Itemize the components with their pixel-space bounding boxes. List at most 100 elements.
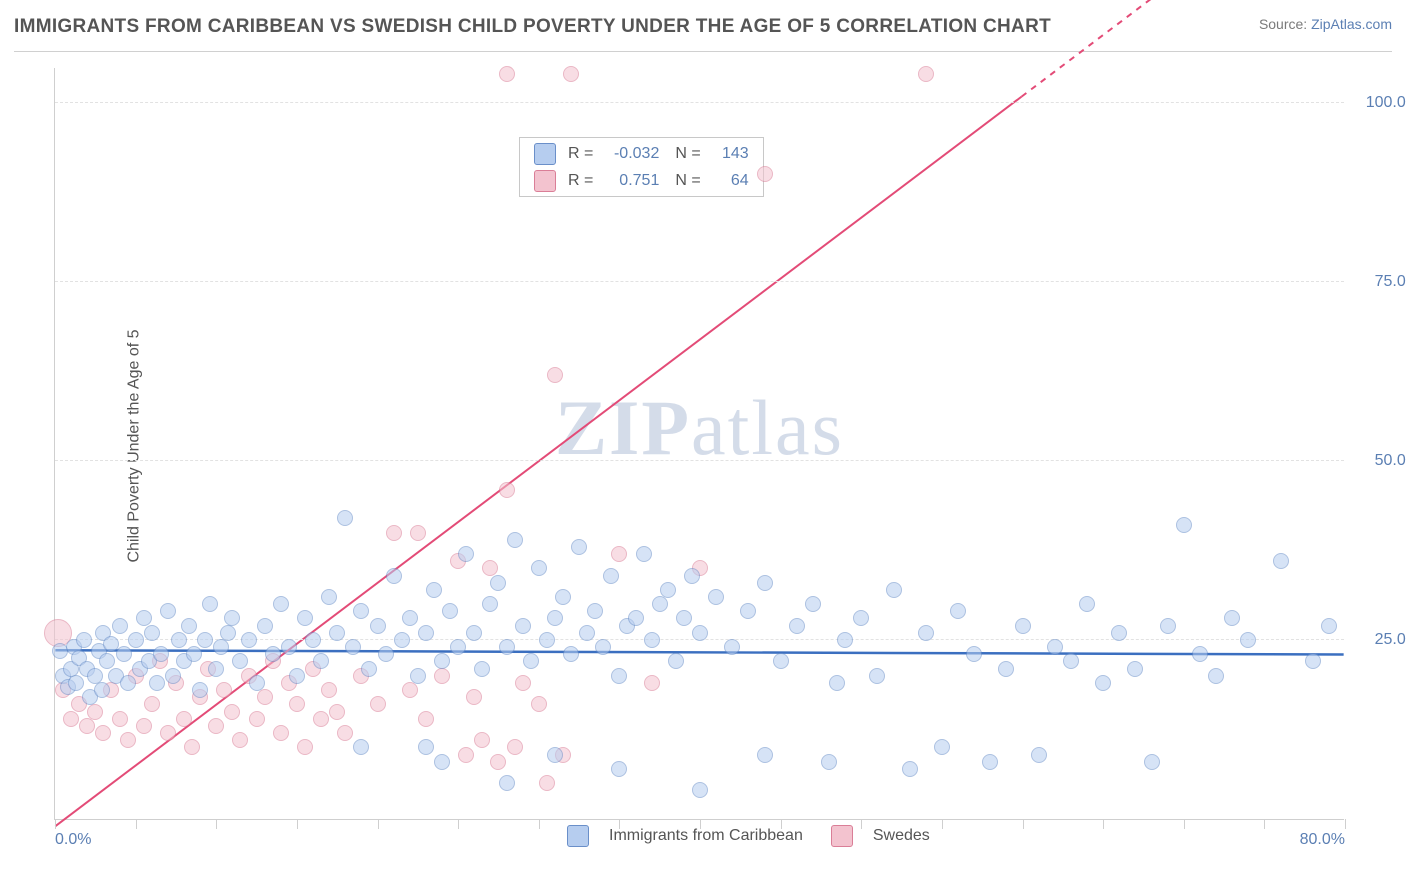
data-point bbox=[370, 618, 386, 634]
data-point bbox=[708, 589, 724, 605]
x-tick bbox=[1184, 819, 1185, 829]
data-point bbox=[160, 725, 176, 741]
data-point bbox=[257, 618, 273, 634]
data-point bbox=[515, 675, 531, 691]
data-point bbox=[353, 603, 369, 619]
data-point bbox=[289, 696, 305, 712]
data-point bbox=[321, 682, 337, 698]
data-point bbox=[79, 718, 95, 734]
data-point bbox=[668, 653, 684, 669]
x-tick bbox=[1264, 819, 1265, 829]
data-point bbox=[63, 711, 79, 727]
data-point bbox=[249, 711, 265, 727]
data-point bbox=[490, 754, 506, 770]
data-point bbox=[587, 603, 603, 619]
data-point bbox=[539, 775, 555, 791]
data-point bbox=[474, 732, 490, 748]
data-point bbox=[1305, 653, 1321, 669]
data-point bbox=[886, 582, 902, 598]
data-point bbox=[1160, 618, 1176, 634]
data-point bbox=[321, 589, 337, 605]
data-point bbox=[837, 632, 853, 648]
data-point bbox=[186, 646, 202, 662]
data-point bbox=[1111, 625, 1127, 641]
data-point bbox=[224, 704, 240, 720]
trend-line bbox=[55, 650, 1343, 654]
correlation-legend: R =-0.032 N =143 R =0.751 N =64 bbox=[519, 137, 764, 197]
data-point bbox=[257, 689, 273, 705]
data-point bbox=[329, 704, 345, 720]
data-point bbox=[869, 668, 885, 684]
data-point bbox=[202, 596, 218, 612]
data-point bbox=[523, 653, 539, 669]
data-point bbox=[94, 682, 110, 698]
x-tick bbox=[458, 819, 459, 829]
data-point bbox=[144, 696, 160, 712]
legend-item-0: Immigrants from Caribbean bbox=[567, 825, 803, 847]
legend-swatch-b0 bbox=[567, 825, 589, 847]
data-point bbox=[507, 739, 523, 755]
source-link[interactable]: ZipAtlas.com bbox=[1311, 16, 1392, 32]
data-point bbox=[571, 539, 587, 555]
data-point bbox=[918, 625, 934, 641]
data-point bbox=[128, 632, 144, 648]
data-point bbox=[116, 646, 132, 662]
data-point bbox=[313, 711, 329, 727]
data-point bbox=[208, 718, 224, 734]
y-tick-label: 25.0% bbox=[1354, 631, 1406, 649]
data-point bbox=[539, 632, 555, 648]
data-point bbox=[853, 610, 869, 626]
data-point bbox=[184, 739, 200, 755]
x-tick bbox=[781, 819, 782, 829]
data-point bbox=[555, 589, 571, 605]
data-point bbox=[232, 732, 248, 748]
data-point bbox=[499, 482, 515, 498]
data-point bbox=[482, 596, 498, 612]
data-point bbox=[99, 653, 115, 669]
data-point bbox=[418, 739, 434, 755]
data-point bbox=[757, 747, 773, 763]
data-point bbox=[68, 675, 84, 691]
data-point bbox=[224, 610, 240, 626]
y-tick-label: 50.0% bbox=[1354, 452, 1406, 470]
data-point bbox=[563, 646, 579, 662]
data-point bbox=[611, 668, 627, 684]
data-point bbox=[112, 618, 128, 634]
data-point bbox=[789, 618, 805, 634]
data-point bbox=[402, 610, 418, 626]
data-point bbox=[120, 675, 136, 691]
data-point bbox=[740, 603, 756, 619]
data-point bbox=[1015, 618, 1031, 634]
data-point bbox=[684, 568, 700, 584]
data-point bbox=[458, 747, 474, 763]
legend-swatch-b1 bbox=[831, 825, 853, 847]
data-point bbox=[386, 568, 402, 584]
data-point bbox=[329, 625, 345, 641]
data-point bbox=[76, 632, 92, 648]
trend-line bbox=[55, 97, 1021, 827]
x-tick-label: 0.0% bbox=[55, 831, 91, 849]
data-point bbox=[216, 682, 232, 698]
x-tick bbox=[297, 819, 298, 829]
data-point bbox=[773, 653, 789, 669]
data-point bbox=[181, 618, 197, 634]
x-tick bbox=[539, 819, 540, 829]
data-point bbox=[434, 653, 450, 669]
data-point bbox=[297, 739, 313, 755]
gridline-h bbox=[55, 102, 1344, 103]
data-point bbox=[1321, 618, 1337, 634]
x-tick bbox=[700, 819, 701, 829]
data-point bbox=[426, 582, 442, 598]
data-point bbox=[1224, 610, 1240, 626]
data-point bbox=[603, 568, 619, 584]
data-point bbox=[136, 718, 152, 734]
data-point bbox=[1144, 754, 1160, 770]
data-point bbox=[450, 639, 466, 655]
data-point bbox=[595, 639, 611, 655]
data-point bbox=[197, 632, 213, 648]
data-point bbox=[1208, 668, 1224, 684]
data-point bbox=[386, 525, 402, 541]
data-point bbox=[1192, 646, 1208, 662]
data-point bbox=[458, 546, 474, 562]
data-point bbox=[1095, 675, 1111, 691]
